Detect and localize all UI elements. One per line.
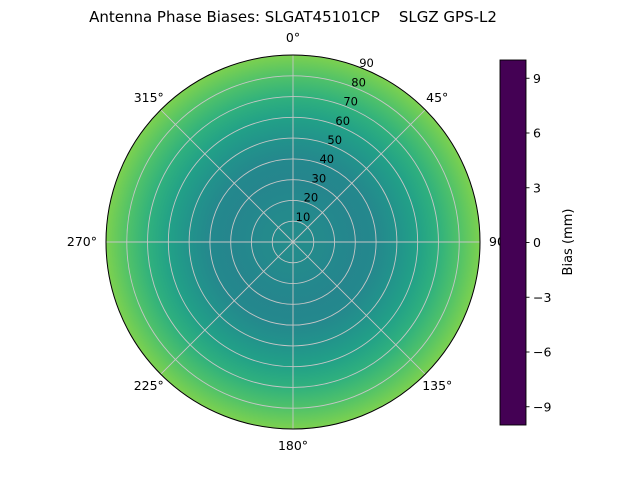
- radial-tick-label: 30: [312, 171, 327, 185]
- colorbar-tick-label: 3: [533, 180, 541, 195]
- angular-tick-label: 135°: [422, 378, 452, 393]
- radial-tick-label: 10: [296, 210, 311, 224]
- colorbar-tick-label: 6: [533, 126, 541, 141]
- colorbar-ticks: 9 6 3 0 −3 −6 −9: [526, 71, 551, 414]
- angular-tick-label: 225°: [134, 378, 164, 393]
- radial-tick-label: 20: [304, 191, 319, 205]
- colorbar-tick-label: −9: [533, 399, 551, 414]
- polar-outline: [105, 54, 481, 430]
- chart-title: Antenna Phase Biases: SLGAT45101CP SLGZ …: [89, 8, 497, 26]
- colorbar-tick-label: −6: [533, 345, 551, 360]
- angular-tick-label: 315°: [134, 90, 164, 105]
- radial-tick-label: 90: [359, 56, 374, 70]
- radial-tick-label: 60: [335, 114, 350, 128]
- colorbar-tick-label: 9: [533, 71, 541, 86]
- grid-spoke: [292, 109, 426, 243]
- colorbar-tick-label: 0: [533, 235, 541, 250]
- angular-tick-label: 180°: [278, 438, 308, 453]
- grid-spoke: [292, 241, 426, 375]
- angular-tick-label: 0°: [286, 30, 300, 45]
- angular-tick-label: 45°: [426, 90, 448, 105]
- grid-spoke: [160, 109, 294, 243]
- radial-tick-label: 80: [351, 75, 366, 89]
- colorbar: [499, 59, 527, 426]
- grid-spoke: [160, 241, 294, 375]
- angular-tick-labels: 0° 45° 90 135° 180° 225° 270° 315°: [67, 30, 505, 453]
- radial-tick-labels: 10 20 30 40 50 60 70 80 90: [296, 56, 374, 224]
- radial-tick-label: 50: [327, 133, 342, 147]
- radial-tick-label: 70: [343, 95, 358, 109]
- polar-grid: [105, 54, 481, 430]
- colorbar-tick-label: −3: [533, 290, 551, 305]
- radial-tick-label: 40: [319, 152, 334, 166]
- colorbar-label: Bias (mm): [561, 209, 576, 276]
- angular-tick-label: 270°: [67, 234, 97, 249]
